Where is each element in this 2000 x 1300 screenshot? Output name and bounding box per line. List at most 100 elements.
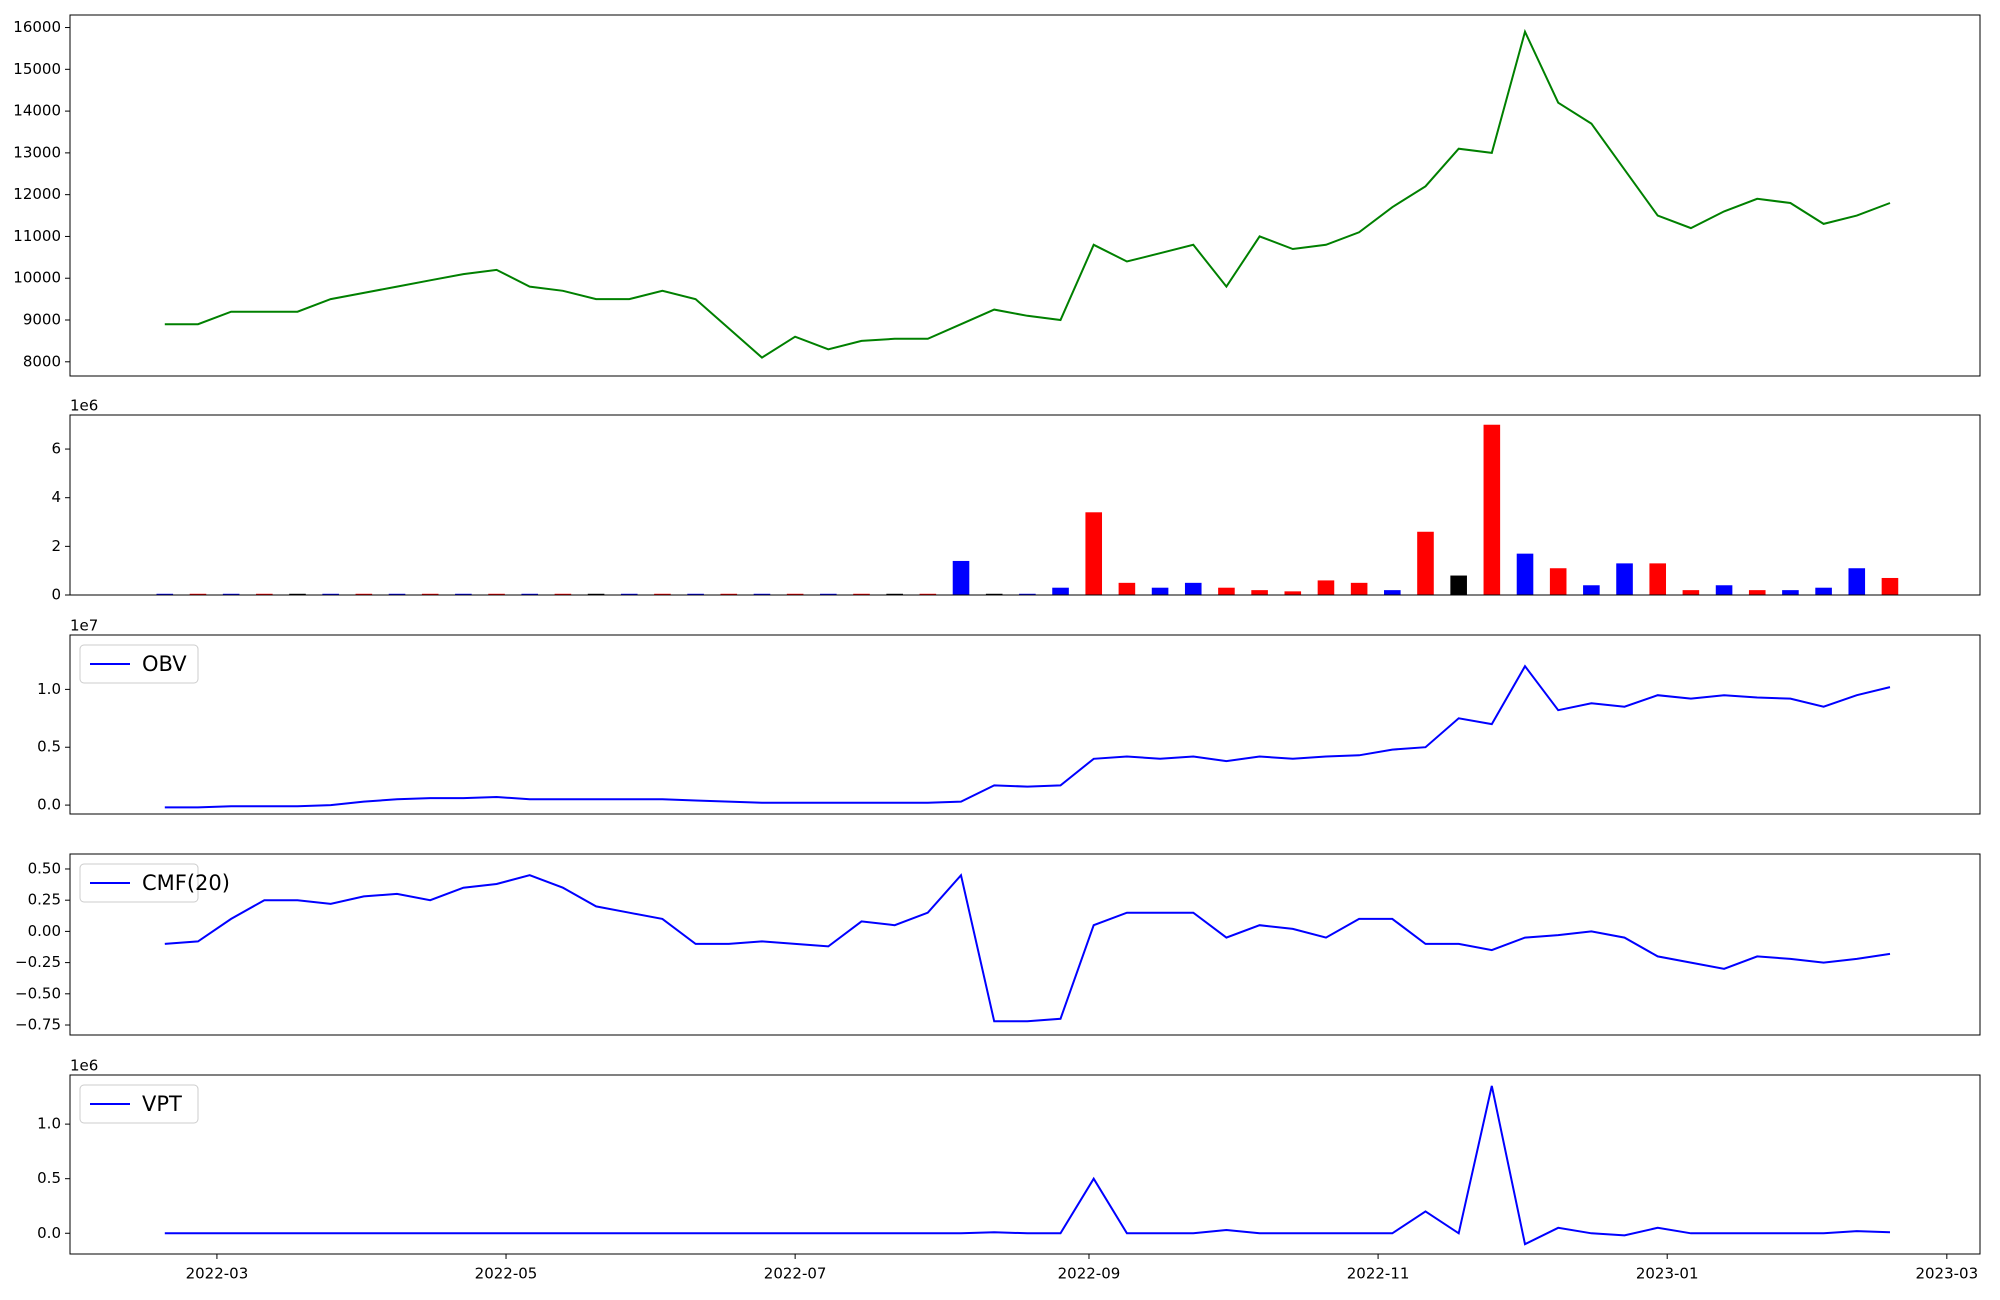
bar — [687, 593, 704, 595]
bar — [587, 593, 605, 595]
bar — [256, 593, 273, 595]
y-tick-label: −0.75 — [15, 1016, 61, 1034]
axes-frame — [69, 853, 1981, 1036]
x-tick-label: 2022-03 — [186, 1265, 249, 1283]
bar — [1151, 587, 1169, 595]
bar — [1284, 591, 1302, 595]
line — [164, 1085, 1891, 1246]
x-tick-label: 2022-05 — [475, 1265, 538, 1283]
y-tick-label: 0.5 — [37, 1169, 61, 1187]
bar — [1483, 424, 1501, 595]
bar — [156, 593, 174, 595]
offset-label: 1e6 — [70, 397, 98, 415]
legend-label: OBV — [142, 652, 187, 676]
bar — [1085, 512, 1103, 595]
y-tick-label: 1.0 — [37, 1115, 61, 1133]
bar — [388, 593, 406, 595]
bar — [1616, 563, 1633, 595]
bar — [1549, 568, 1567, 595]
line — [164, 28, 1891, 359]
bar — [1417, 531, 1434, 595]
bar — [1350, 582, 1368, 595]
bar — [1782, 590, 1799, 595]
y-tick-label: 10000 — [13, 269, 61, 287]
bar — [720, 593, 738, 595]
axes-frame — [69, 414, 1981, 596]
bar — [919, 593, 937, 595]
bar — [289, 593, 306, 595]
y-tick-label: 9000 — [23, 311, 61, 329]
y-tick-label: 16000 — [13, 18, 61, 36]
y-tick-label: −0.25 — [15, 953, 61, 971]
y-tick-label: 4 — [51, 488, 61, 506]
x-tick-label: 2023-03 — [1915, 1265, 1978, 1283]
x-tick-label: 2022-11 — [1347, 1265, 1410, 1283]
legend-box — [79, 644, 199, 684]
x-tick-label: 2022-09 — [1058, 1265, 1121, 1283]
y-tick-label: 0.0 — [37, 1224, 61, 1242]
bar — [654, 593, 671, 595]
y-tick-label: 0.0 — [37, 796, 61, 814]
bar — [488, 593, 505, 595]
line — [164, 664, 1891, 809]
y-tick-label: 0.5 — [37, 738, 61, 756]
bar — [886, 593, 903, 595]
bar — [753, 593, 771, 595]
bar — [1317, 580, 1335, 595]
bar — [1848, 568, 1866, 595]
bar — [1516, 553, 1534, 595]
bar — [1881, 577, 1899, 595]
bar — [1251, 590, 1268, 595]
bar — [786, 593, 804, 595]
bar — [1748, 590, 1766, 595]
bar — [521, 593, 539, 595]
axes-frame — [69, 14, 1981, 377]
y-tick-label: 8000 — [23, 352, 61, 370]
bar — [1682, 590, 1700, 595]
axes-frame — [69, 1074, 1981, 1255]
y-tick-label: 0.25 — [28, 891, 61, 909]
y-tick-label: 14000 — [13, 102, 61, 120]
bar — [1019, 593, 1036, 595]
bar — [189, 593, 207, 595]
y-tick-label: 6 — [51, 440, 61, 458]
y-tick-label: 2 — [51, 537, 61, 555]
bar — [1815, 587, 1832, 595]
y-tick-label: 12000 — [13, 185, 61, 203]
legend-label: VPT — [142, 1092, 182, 1116]
y-tick-label: 0.00 — [28, 922, 61, 940]
y-tick-label: 1.0 — [37, 680, 61, 698]
y-tick-label: 0 — [51, 586, 61, 604]
y-tick-label: 15000 — [13, 60, 61, 78]
x-tick-label: 2022-07 — [764, 1265, 827, 1283]
bar — [355, 593, 373, 595]
bar — [1649, 563, 1667, 595]
bar — [820, 593, 837, 595]
bar — [1184, 582, 1202, 595]
bar — [554, 593, 572, 595]
bar — [222, 593, 240, 595]
bar — [1384, 590, 1401, 595]
legend-label: CMF(20) — [142, 871, 230, 895]
line — [164, 873, 1891, 1023]
bar — [985, 593, 1003, 595]
bar — [620, 593, 638, 595]
bar — [1118, 582, 1136, 595]
bar — [455, 593, 472, 595]
bar — [1583, 585, 1600, 595]
offset-label: 1e6 — [70, 1057, 98, 1075]
bar — [1450, 575, 1467, 595]
axes-frame — [69, 634, 1981, 815]
x-tick-label: 2023-01 — [1636, 1265, 1699, 1283]
bar — [1218, 587, 1235, 595]
y-tick-label: 13000 — [13, 143, 61, 161]
bar — [853, 593, 870, 595]
legend-box — [79, 1084, 199, 1124]
offset-label: 1e7 — [70, 617, 98, 635]
legend-box — [79, 863, 199, 903]
y-tick-label: 11000 — [13, 227, 61, 245]
bar — [1052, 587, 1069, 595]
bar — [322, 593, 339, 595]
bar — [421, 593, 439, 595]
